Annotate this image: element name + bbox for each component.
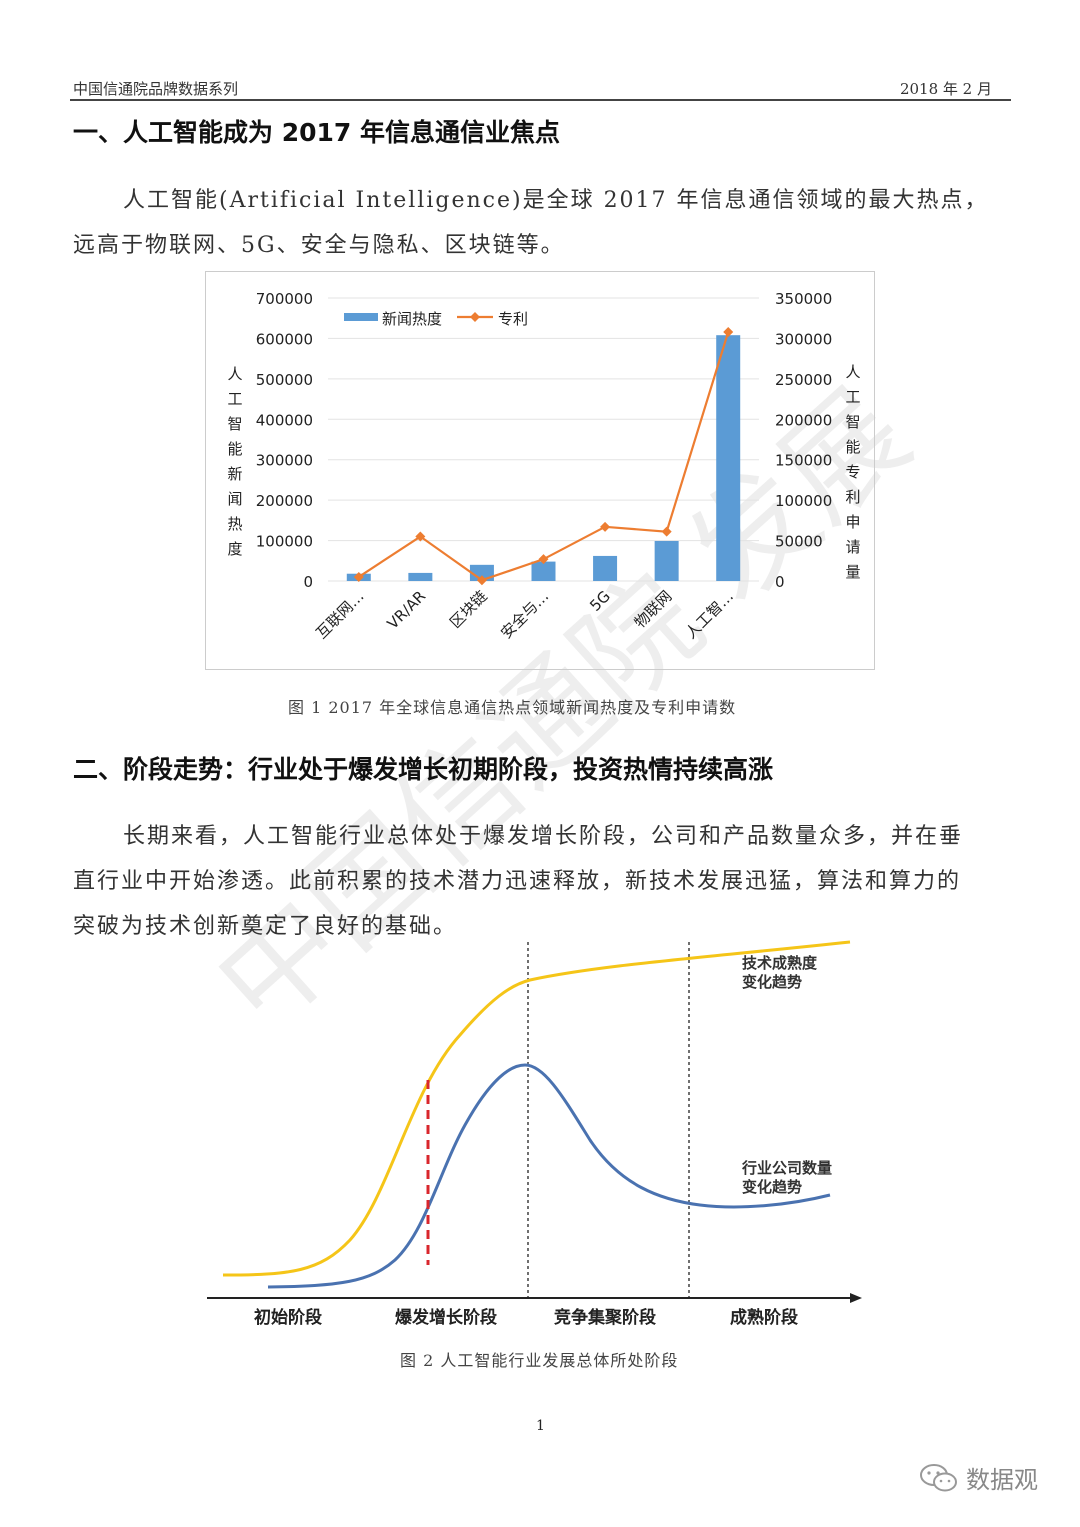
y-right-axis-title: 能 [845,438,860,456]
patent-point [353,571,364,582]
patent-point [415,531,426,542]
legend-label: 专利 [498,310,528,328]
stage-label: 成熟阶段 [730,1307,798,1328]
x-tick-label: 互联网… [312,587,367,642]
y-right-tick-label: 50000 [775,533,823,551]
logo-text: 数据观 [966,1466,1038,1494]
patent-point [538,554,549,565]
patent-point [723,326,734,337]
y-left-tick-label: 300000 [256,452,313,470]
section1-para-line2: 远高于物联网、5G、安全与隐私、区块链等。 [73,233,565,258]
axis-arrow-icon [850,1293,862,1303]
section2-para-line1: 长期来看，人工智能行业总体处于爆发增长阶段，公司和产品数量众多，并在垂 [123,824,964,849]
section2-para-line3: 突破为技术创新奠定了良好的基础。 [73,914,458,939]
legend-marker [470,312,480,322]
y-right-axis-title: 工 [845,388,860,406]
y-left-axis-title: 智 [227,415,242,433]
stage-label: 初始阶段 [254,1307,322,1328]
y-left-tick-label: 0 [303,573,313,591]
y-left-tick-label: 400000 [256,411,313,429]
y-left-axis-title: 新 [227,465,242,483]
header-left: 中国信通院品牌数据系列 [73,80,239,98]
stage-label: 爆发增长阶段 [395,1307,497,1328]
x-tick-label: VR/AR [384,587,430,633]
y-right-axis-title: 专 [845,463,860,481]
y-right-tick-label: 250000 [775,371,832,389]
y-left-tick-label: 500000 [256,371,313,389]
x-tick-label: 5G [586,587,614,615]
legend-label: 新闻热度 [382,310,442,328]
y-left-tick-label: 200000 [256,492,313,510]
y-right-axis-title: 利 [845,488,860,506]
y-left-axis-title: 人 [227,365,242,383]
y-left-axis-title: 热 [227,515,242,533]
section1-title: 一、人工智能成为 2017 年信息通信业焦点 [73,118,560,147]
patent-point [661,526,672,537]
x-tick-label: 物联网 [631,587,676,632]
y-right-tick-label: 0 [775,573,785,591]
y-left-axis-title: 度 [227,540,242,558]
figure1-chart: 0 100000 200000 300000 400000 500000 600000 700… [205,271,875,670]
section1-para-line1: 人工智能(Artificial Intelligence)是全球 2017 年信… [123,188,989,213]
x-tick-label: 安全与… [497,587,552,642]
header-right: 2018 年 2 月 [899,80,992,98]
section2-para-line2: 直行业中开始渗透。此前积累的技术潜力迅速释放，新技术发展迅猛，算法和算力的 [73,869,962,894]
stage-label: 竞争集聚阶段 [554,1307,656,1328]
y-left-axis-title: 工 [227,390,242,408]
figure2-caption: 图 2 人工智能行业发展总体所处阶段 [400,1351,679,1370]
y-left-tick-label: 700000 [256,290,313,308]
y-right-axis-title: 请 [845,538,860,556]
x-tick-label: 人工智… [682,587,737,642]
company-count-curve [267,1063,831,1289]
y-right-tick-label: 350000 [775,290,832,308]
bar-news-heat [531,561,556,581]
tech-curve-label: 技术成熟度 [742,954,818,972]
wechat-icon [920,1463,957,1491]
y-left-tick-label: 100000 [256,533,313,551]
y-right-axis-title: 人 [845,363,860,381]
y-left-tick-label: 600000 [256,330,313,348]
combo-chart: 0100000200000300000400000500000600000700… [227,290,860,642]
patent-point [476,575,487,586]
bar-news-heat [716,335,741,581]
bar-news-heat [593,555,618,581]
figure1-caption: 图 1 2017 年全球信息通信热点领域新闻热度及专利申请数 [288,698,737,717]
tech-maturity-curve [222,940,851,1277]
company-curve-label: 行业公司数量 [741,1159,832,1177]
y-right-tick-label: 150000 [775,452,832,470]
legend-bar-swatch [344,313,378,321]
patent-point [600,521,611,532]
tech-curve-label: 变化趋势 [742,973,802,991]
y-right-tick-label: 300000 [775,330,832,348]
x-tick-label: 区块链 [446,587,491,632]
y-left-axis-title: 能 [227,440,242,458]
bar-news-heat [408,572,433,581]
bar-news-heat [654,540,679,581]
logo: 数据观 [918,1460,1038,1495]
company-curve-label: 变化趋势 [742,1178,802,1196]
y-right-axis-title: 智 [845,413,860,431]
page-number: 1 [536,1418,545,1434]
y-right-axis-title: 申 [845,513,860,531]
y-right-axis-title: 量 [845,563,860,581]
header-divider [70,99,1011,101]
y-right-tick-label: 200000 [775,411,832,429]
y-left-axis-title: 闻 [227,490,242,508]
y-right-tick-label: 100000 [775,492,832,510]
stage-diagram: 技术成熟度 变化趋势 行业公司数量 变化趋势 初始阶段 爆发增长阶段 竞争集聚阶… [207,940,862,1328]
section2-title: 二、阶段走势：行业处于爆发增长初期阶段，投资热情持续高涨 [73,755,774,784]
